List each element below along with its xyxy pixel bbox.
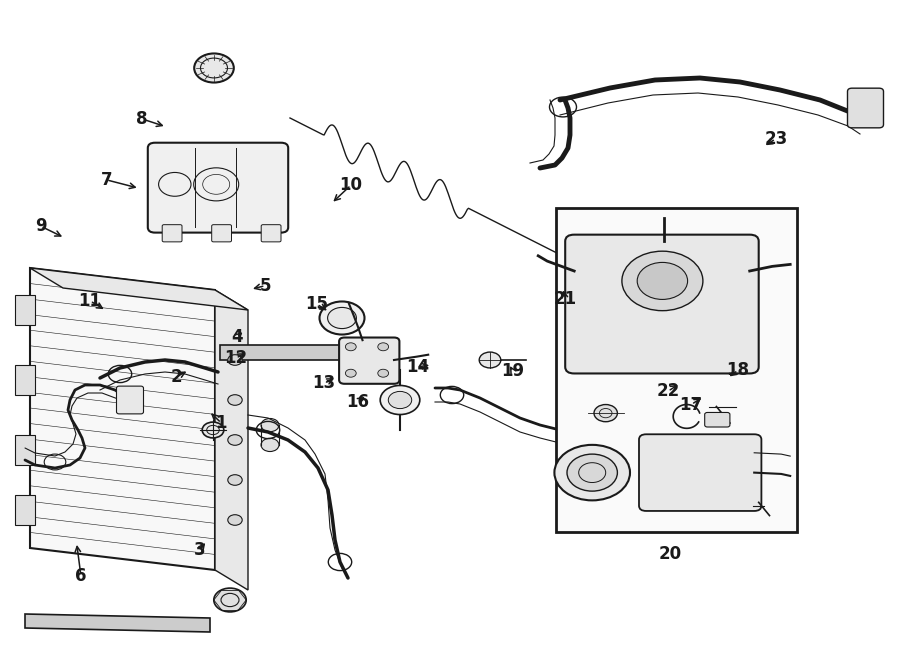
Text: 21: 21: [554, 290, 577, 308]
Text: 6: 6: [76, 567, 86, 586]
Polygon shape: [30, 268, 248, 310]
FancyBboxPatch shape: [621, 281, 639, 299]
Polygon shape: [220, 345, 370, 360]
Circle shape: [228, 515, 242, 525]
Text: 23: 23: [764, 130, 788, 148]
Circle shape: [378, 369, 389, 377]
Text: 2: 2: [171, 368, 182, 386]
Circle shape: [554, 445, 630, 500]
Text: 8: 8: [137, 110, 148, 128]
Circle shape: [346, 343, 356, 351]
Text: 4: 4: [231, 328, 242, 346]
FancyBboxPatch shape: [261, 225, 281, 242]
Text: 15: 15: [305, 295, 328, 313]
FancyBboxPatch shape: [848, 88, 884, 128]
Text: 10: 10: [339, 176, 363, 194]
Text: 5: 5: [260, 276, 271, 295]
Text: 11: 11: [78, 292, 102, 310]
Polygon shape: [15, 435, 35, 465]
FancyBboxPatch shape: [162, 225, 182, 242]
Text: 9: 9: [35, 217, 46, 235]
Circle shape: [202, 422, 224, 438]
Text: 16: 16: [346, 393, 369, 411]
Circle shape: [622, 251, 703, 311]
FancyBboxPatch shape: [339, 338, 400, 384]
Circle shape: [214, 588, 247, 612]
FancyBboxPatch shape: [565, 235, 759, 373]
Circle shape: [261, 438, 279, 451]
Circle shape: [590, 274, 611, 290]
Circle shape: [328, 307, 356, 329]
Text: 17: 17: [680, 395, 703, 414]
Text: 7: 7: [101, 171, 112, 189]
Circle shape: [228, 355, 242, 366]
Circle shape: [261, 418, 279, 432]
FancyBboxPatch shape: [705, 412, 730, 427]
Bar: [556, 208, 797, 532]
Circle shape: [346, 369, 356, 377]
Polygon shape: [215, 290, 248, 590]
Text: 18: 18: [726, 361, 750, 379]
Text: 14: 14: [406, 358, 429, 376]
Polygon shape: [15, 295, 35, 325]
Text: 1: 1: [216, 414, 227, 432]
Circle shape: [320, 301, 365, 334]
Polygon shape: [15, 495, 35, 525]
Circle shape: [594, 405, 617, 422]
FancyBboxPatch shape: [116, 386, 143, 414]
Circle shape: [637, 262, 688, 299]
Text: 13: 13: [312, 374, 336, 393]
Circle shape: [378, 343, 389, 351]
FancyBboxPatch shape: [639, 434, 761, 511]
FancyBboxPatch shape: [568, 264, 633, 301]
Text: 3: 3: [194, 541, 205, 559]
Text: 22: 22: [656, 382, 680, 401]
Text: 12: 12: [224, 349, 248, 368]
Text: 20: 20: [659, 545, 682, 563]
Circle shape: [380, 385, 419, 414]
Circle shape: [228, 435, 242, 446]
Circle shape: [194, 54, 234, 83]
Polygon shape: [25, 614, 210, 632]
Polygon shape: [30, 268, 215, 570]
Circle shape: [228, 395, 242, 405]
Polygon shape: [15, 365, 35, 395]
Circle shape: [479, 352, 500, 368]
FancyBboxPatch shape: [148, 143, 288, 233]
Circle shape: [567, 454, 617, 491]
Text: 19: 19: [501, 362, 525, 381]
Circle shape: [388, 391, 411, 408]
FancyBboxPatch shape: [212, 225, 231, 242]
Circle shape: [228, 475, 242, 485]
